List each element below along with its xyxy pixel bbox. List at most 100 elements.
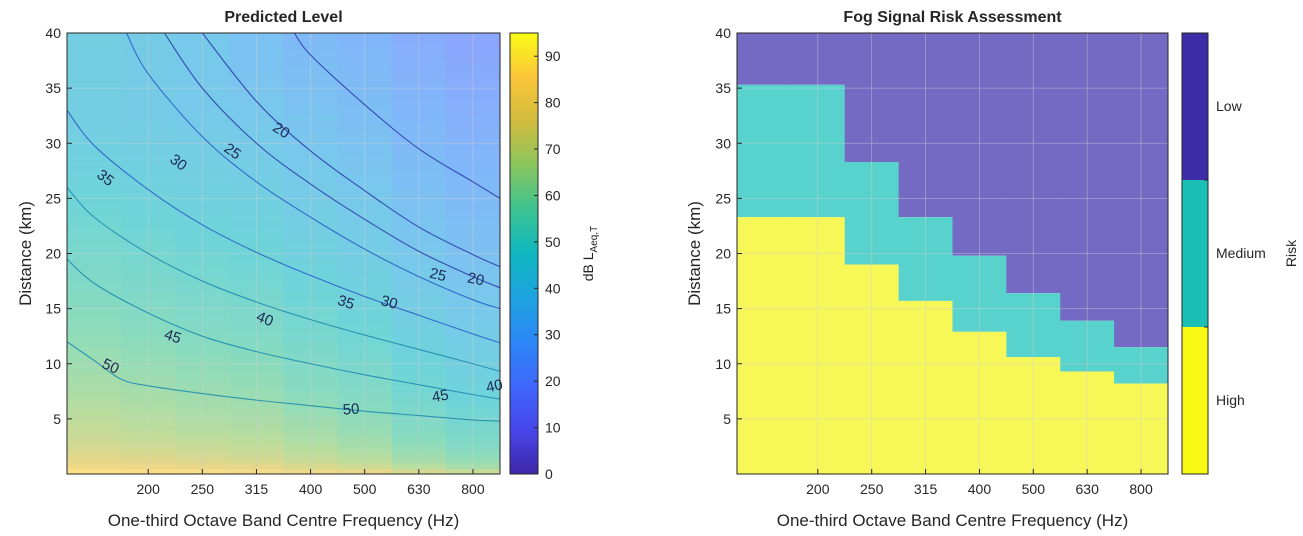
left-x-tick-label: 500 (353, 481, 377, 497)
right-chart-title: Fog Signal Risk Assessment (843, 9, 1062, 26)
contour-label: 40 (254, 308, 276, 330)
contour-label: 30 (379, 292, 400, 313)
right-y-tick-label: 35 (715, 80, 731, 96)
risk-cell-low (737, 33, 792, 85)
right-y-tick-label: 10 (715, 356, 731, 372)
level-cell (67, 264, 122, 271)
contour-line-45 (67, 258, 500, 400)
level-cell (67, 77, 122, 84)
level-cell (67, 170, 122, 177)
level-cell (67, 71, 122, 78)
level-cell (67, 413, 122, 420)
contour-line-30 (126, 33, 500, 310)
left-y-ticks: 5 10 15 20 25 30 35 40 (45, 25, 72, 427)
left-y-tick-label: 25 (45, 190, 61, 206)
level-cell (67, 407, 122, 414)
level-cell (67, 247, 122, 255)
colorbar-swatch-medium (1182, 180, 1208, 327)
level-cell (67, 242, 122, 249)
right-y-tick-label: 40 (715, 25, 731, 41)
level-cell (67, 396, 122, 403)
right-x-ticks: 200 250 315 400 500 630 800 (806, 469, 1153, 497)
left-colorbar-label-sub: Aeq,T (589, 226, 600, 253)
level-cell (67, 259, 122, 266)
left-y-tick-label: 30 (45, 135, 61, 151)
left-colorbar-gradient (510, 33, 538, 474)
level-cell (67, 275, 122, 282)
left-x-axis-label: One-third Octave Band Centre Frequency (… (108, 511, 459, 530)
risk-cell-medium (737, 84, 792, 218)
level-cell (67, 253, 122, 260)
right-y-ticks: 5 10 15 20 25 30 35 40 (715, 25, 742, 427)
left-contour-labels: 50 50 45 45 40 40 35 35 30 30 25 25 20 20 (93, 119, 504, 419)
level-cell (67, 209, 122, 216)
colorbar-tick-label: 80 (545, 95, 561, 111)
level-cell (67, 225, 122, 233)
level-cell (67, 347, 122, 354)
contour-line-25 (163, 33, 500, 289)
level-cell (67, 380, 122, 387)
level-cell (67, 236, 122, 244)
level-cell (67, 60, 122, 67)
level-cell (67, 457, 122, 464)
colorbar-tick-label: 20 (545, 373, 561, 389)
right-x-axis-label: One-third Octave Band Centre Frequency (… (777, 511, 1128, 530)
contour-line-15 (293, 33, 500, 199)
left-colorbar: 0 10 20 30 40 50 60 70 80 90 dB LAeq,T (509, 32, 600, 482)
colorbar-tick-label: 0 (545, 466, 553, 482)
level-cell (67, 314, 122, 321)
level-cell (67, 446, 122, 453)
right-y-tick-label: 15 (715, 301, 731, 317)
level-cell (67, 297, 122, 304)
contour-label: 45 (431, 386, 450, 406)
right-colorbar-label: Risk (1283, 239, 1299, 267)
level-cell (67, 369, 122, 376)
right-y-tick-label: 5 (723, 411, 731, 427)
level-cell (67, 110, 122, 117)
contour-label: 20 (269, 119, 292, 142)
left-colorbar-frame (509, 32, 539, 475)
left-x-tick-label: 250 (191, 481, 215, 497)
left-y-tick-label: 35 (45, 80, 61, 96)
level-cell (67, 231, 122, 238)
level-cell (67, 424, 122, 431)
level-cell (67, 148, 122, 155)
level-cell (67, 440, 122, 448)
right-colorbar-frame (1181, 32, 1209, 475)
contour-label: 20 (466, 269, 486, 289)
level-cell (67, 451, 122, 459)
level-cell (67, 325, 122, 332)
contour-label: 30 (166, 151, 190, 175)
right-x-tick-label: 315 (914, 481, 938, 497)
level-cell (67, 203, 122, 210)
level-cell (67, 391, 122, 398)
level-cell (67, 292, 122, 299)
left-x-ticks: 200 250 315 400 500 630 800 (137, 469, 485, 497)
left-colorbar-label: dB LAeq,T (580, 226, 600, 282)
level-cell (67, 336, 122, 343)
level-cell (67, 418, 122, 425)
level-cell (67, 49, 122, 56)
level-cell (67, 154, 122, 161)
contour-label: 25 (221, 140, 244, 163)
level-cell (67, 429, 122, 437)
predicted-level-chart: Predicted Level 505045454040353530302525… (16, 9, 600, 530)
right-y-tick-label: 30 (715, 135, 731, 151)
level-cell (67, 187, 122, 194)
contour-line-40 (67, 186, 500, 372)
right-y-tick-label: 20 (715, 246, 731, 262)
colorbar-tick-label: 90 (545, 48, 561, 64)
risk-cell-high (737, 217, 792, 474)
right-y-axis-label: Distance (km) (685, 201, 704, 306)
level-cell (67, 303, 122, 310)
level-cell (67, 270, 122, 277)
right-colorbar: Low Medium High Risk (1181, 32, 1299, 475)
contour-label: 35 (93, 166, 117, 190)
contour-label: 50 (342, 400, 360, 418)
left-x-tick-label: 315 (245, 481, 269, 497)
colorbar-tick-label: 10 (545, 420, 561, 436)
level-cell (67, 165, 122, 172)
colorbar-tick-label: 40 (545, 280, 561, 296)
level-cell (67, 38, 122, 45)
level-cell (67, 126, 122, 133)
